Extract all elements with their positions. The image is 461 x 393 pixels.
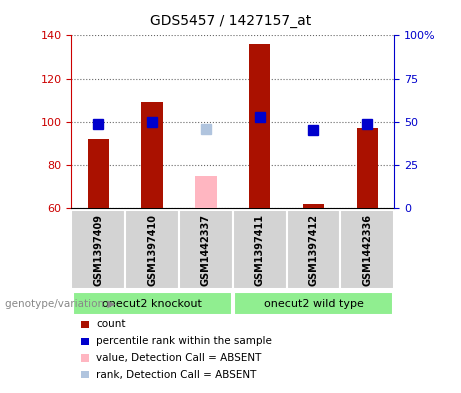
Text: genotype/variation ▶: genotype/variation ▶ <box>5 299 115 309</box>
Bar <box>249 44 271 208</box>
Text: GSM1397410: GSM1397410 <box>147 213 157 286</box>
Text: percentile rank within the sample: percentile rank within the sample <box>96 336 272 346</box>
Text: GSM1442337: GSM1442337 <box>201 213 211 286</box>
Bar <box>287 210 340 289</box>
Bar <box>340 210 394 289</box>
Bar <box>142 102 163 208</box>
Text: onecut2 wild type: onecut2 wild type <box>264 299 363 309</box>
Bar <box>234 292 393 315</box>
Bar <box>72 292 232 315</box>
Text: GSM1397411: GSM1397411 <box>254 213 265 286</box>
Bar <box>71 210 125 289</box>
Bar <box>303 204 324 208</box>
Bar <box>356 128 378 208</box>
Text: GSM1442336: GSM1442336 <box>362 213 372 286</box>
Bar <box>88 139 109 208</box>
Text: value, Detection Call = ABSENT: value, Detection Call = ABSENT <box>96 353 261 363</box>
Bar <box>195 176 217 208</box>
Text: count: count <box>96 319 125 329</box>
Text: onecut2 knockout: onecut2 knockout <box>102 299 202 309</box>
Text: GSM1397409: GSM1397409 <box>93 213 103 286</box>
Text: rank, Detection Call = ABSENT: rank, Detection Call = ABSENT <box>96 370 256 380</box>
Text: GSM1397412: GSM1397412 <box>308 213 319 286</box>
Bar <box>179 210 233 289</box>
Bar <box>233 210 287 289</box>
Bar <box>125 210 179 289</box>
Text: GDS5457 / 1427157_at: GDS5457 / 1427157_at <box>150 14 311 28</box>
